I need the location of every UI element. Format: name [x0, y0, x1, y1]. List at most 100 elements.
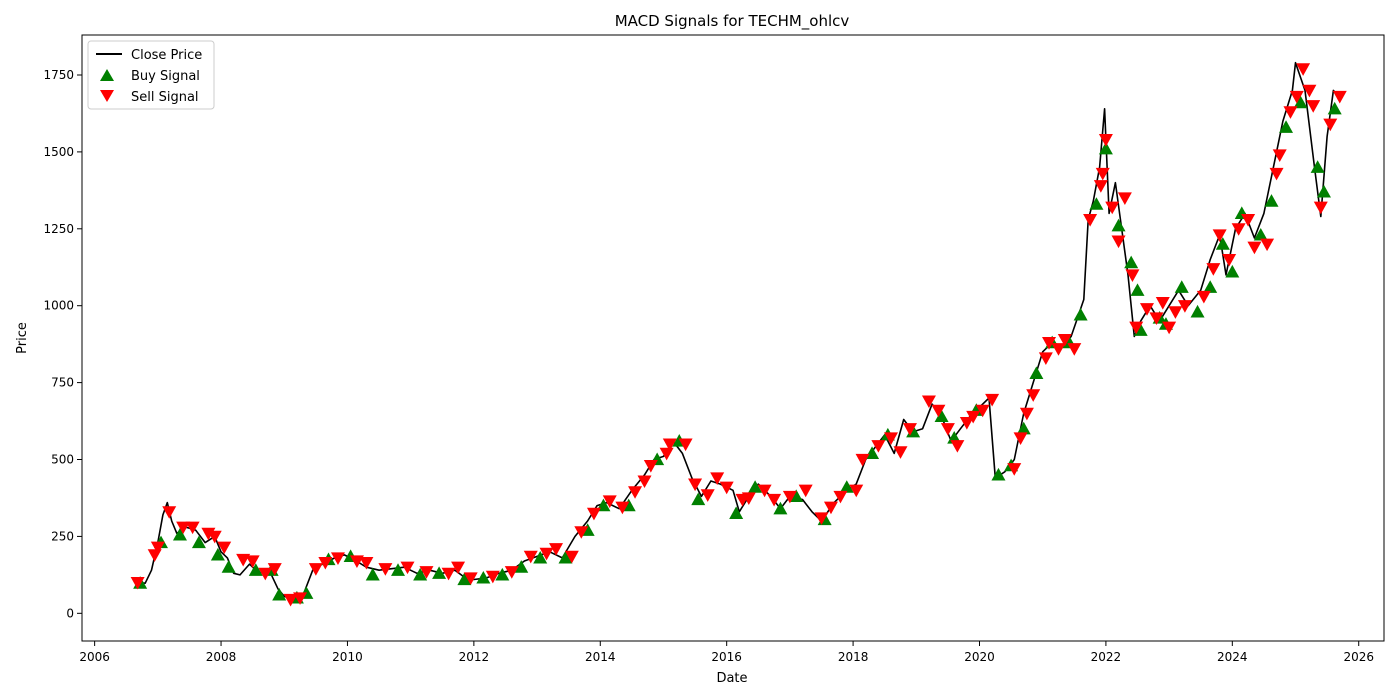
sell-signal-marker — [1247, 241, 1262, 255]
legend-buy-label: Buy Signal — [131, 69, 200, 84]
sell-signal-marker — [564, 550, 579, 564]
buy-signal-marker — [210, 547, 225, 561]
legend-box — [87, 40, 215, 110]
sell-signal-marker — [463, 572, 478, 585]
sell-signal-marker — [258, 567, 273, 581]
sell-signal-marker — [782, 490, 797, 504]
sell-signal-marker — [823, 501, 838, 515]
legend-buy-marker — [100, 69, 114, 81]
sell-signal-marker — [757, 484, 772, 498]
sell-signal-marker — [1302, 84, 1317, 98]
sell-signal-marker — [147, 549, 162, 562]
buy-signal-marker — [1190, 304, 1205, 318]
sell-signal-marker — [688, 478, 703, 492]
sell-signal-marker — [308, 563, 323, 576]
x-tick-label: 2020 — [964, 650, 995, 664]
sell-signal-marker — [1019, 407, 1034, 421]
x-tick-label: 2018 — [838, 650, 869, 664]
sell-signal-marker — [940, 423, 955, 436]
sell-signal-marker — [710, 472, 725, 485]
sell-signal-marker — [931, 404, 946, 418]
y-tick-label: 250 — [51, 529, 74, 543]
sell-signal-marker — [1051, 343, 1066, 356]
sell-signal-marker — [1269, 167, 1284, 181]
buy-signal-marker — [1310, 160, 1325, 173]
buy-signal-marker — [1133, 323, 1148, 336]
buy-signal-marker — [476, 570, 491, 584]
sell-signal-marker — [893, 446, 908, 459]
sell-signal-marker — [1296, 63, 1311, 76]
x-tick-label: 2016 — [711, 650, 742, 664]
y-tick-label: 1000 — [43, 299, 74, 313]
x-axis: 2006 2008 2010 2012 2014 2016 2018 2020 2022 2024… — [79, 641, 1374, 664]
sell-signal-marker — [1026, 389, 1041, 402]
x-tick-label: 2006 — [79, 650, 110, 664]
x-axis-label: Date — [716, 671, 747, 686]
sell-signal-marker — [1206, 263, 1221, 276]
sell-signal-marker — [293, 592, 308, 605]
buy-signal-marker — [773, 501, 788, 515]
sell-signal-marker — [283, 593, 298, 607]
sell-signal-marker — [485, 570, 500, 584]
sell-signal-marker — [1168, 306, 1183, 319]
sell-signal-marker — [1177, 300, 1192, 313]
sell-signal-marker — [185, 521, 200, 535]
buy-signal-marker — [1264, 194, 1279, 207]
sell-signal-marker — [950, 440, 965, 453]
sell-signal-marker — [1332, 90, 1347, 104]
close-price-line — [137, 61, 1340, 601]
y-tick-label: 0 — [66, 606, 74, 620]
sell-signal-marker — [1117, 192, 1132, 206]
sell-signal-marker — [523, 550, 538, 564]
y-tick-label: 1250 — [43, 222, 74, 236]
buy-signal-marker — [991, 467, 1006, 481]
legend: Close Price Buy Signal Sell Signal — [87, 40, 215, 110]
buy-signal-marker — [839, 480, 854, 493]
sell-signal-marker — [1162, 321, 1177, 335]
sell-signal-marker — [1093, 180, 1108, 193]
sell-signal-marker — [1083, 213, 1098, 227]
sell-signal-marker — [400, 561, 415, 575]
sell-signal-marker — [855, 453, 870, 467]
y-tick-label: 1750 — [43, 68, 74, 82]
buy-signal-marker — [1225, 264, 1240, 278]
sell-signal-marker — [378, 563, 393, 576]
buy-signal-marker — [1098, 141, 1113, 155]
buy-signal-marker — [1215, 237, 1230, 250]
sell-signal-marker — [921, 395, 936, 409]
sell-signal-marker — [1007, 463, 1022, 476]
sell-signal-marker — [849, 484, 864, 498]
sell-signal-marker — [975, 404, 990, 418]
sell-signal-marker — [441, 567, 456, 581]
buy-signal-marker — [248, 563, 263, 576]
sell-signal-marker — [267, 563, 282, 576]
buy-signal-marker — [1111, 218, 1126, 232]
sell-signal-marker — [217, 541, 232, 555]
x-tick-label: 2008 — [206, 650, 237, 664]
buy-signal-marker — [691, 492, 706, 506]
sell-signal-marker — [574, 526, 589, 539]
buy-signal-marker — [1029, 366, 1044, 379]
sell-signal-marker — [504, 566, 519, 579]
buy-signal-marker — [1016, 421, 1031, 435]
buy-signal-marker — [1073, 307, 1088, 321]
sell-signal-marker — [318, 556, 333, 570]
buy-signal-marker — [221, 560, 236, 573]
buy-signal-marker — [1279, 120, 1294, 133]
y-tick-label: 750 — [51, 376, 74, 390]
sell-signal-marker — [678, 438, 693, 452]
sell-signal-marker — [1260, 238, 1275, 252]
sell-signal-marker — [662, 438, 677, 452]
sell-signal-marker — [1272, 149, 1287, 162]
sell-signal-marker — [1283, 106, 1298, 119]
marker-layer — [130, 63, 1347, 607]
sell-signal-marker — [1095, 167, 1110, 181]
sell-signal-marker — [615, 501, 630, 515]
buy-signal-marker — [495, 567, 510, 581]
sell-signal-marker — [1105, 201, 1120, 215]
x-tick-label: 2026 — [1343, 650, 1374, 664]
sell-signal-marker — [1313, 201, 1328, 215]
line-layer — [137, 61, 1340, 601]
sell-signal-marker — [245, 555, 260, 569]
